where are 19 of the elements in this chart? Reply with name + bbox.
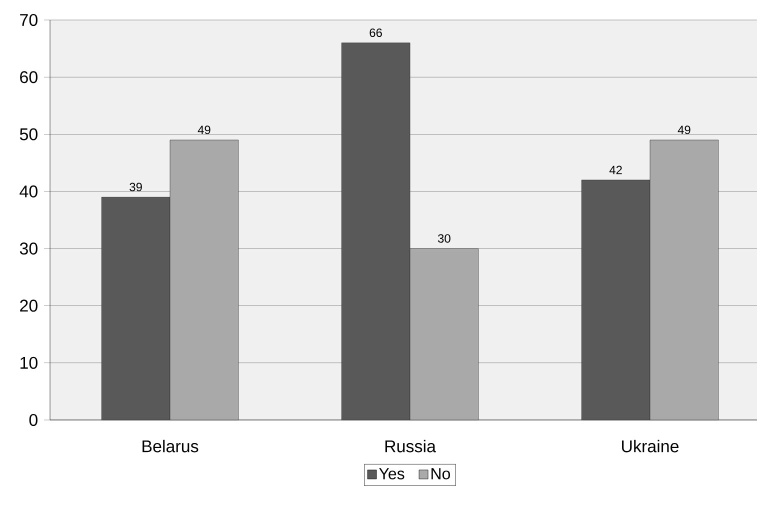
y-tick-label: 60 — [20, 71, 38, 84]
y-tick-label: 70 — [20, 14, 38, 26]
data-label: 30 — [438, 234, 450, 243]
y-tick-label: 30 — [20, 242, 38, 255]
y-tick-label: 20 — [20, 300, 38, 312]
y-tick-label: 40 — [20, 185, 38, 198]
y-tick-label: 10 — [20, 356, 38, 369]
data-label: 49 — [678, 126, 690, 134]
data-label: 49 — [198, 126, 210, 134]
data-label: 39 — [130, 182, 142, 192]
data-label: 66 — [370, 28, 382, 37]
data-label: 42 — [609, 166, 622, 174]
y-tick-label: 50 — [20, 128, 38, 140]
x-tick-label: Belarus — [142, 440, 198, 452]
y-tick-label: 0 — [29, 414, 38, 426]
x-tick-label: Ukraine — [622, 440, 679, 452]
x-tick-label: Russia — [385, 440, 436, 452]
legend-label: Yes — [379, 468, 404, 480]
legend-label: No — [432, 468, 450, 480]
